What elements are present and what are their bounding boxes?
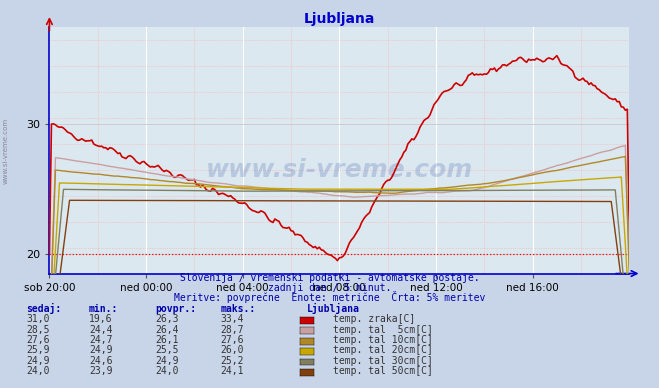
Text: temp. tal 10cm[C]: temp. tal 10cm[C] — [333, 335, 433, 345]
Text: zadnji dan / 5 minut.: zadnji dan / 5 minut. — [268, 283, 391, 293]
Text: 24,7: 24,7 — [89, 335, 113, 345]
Text: temp. zraka[C]: temp. zraka[C] — [333, 314, 415, 324]
Text: 24,1: 24,1 — [221, 366, 244, 376]
Text: 19,6: 19,6 — [89, 314, 113, 324]
Text: min.:: min.: — [89, 304, 119, 314]
Text: 26,0: 26,0 — [221, 345, 244, 355]
Text: temp. tal 20cm[C]: temp. tal 20cm[C] — [333, 345, 433, 355]
Text: 24,0: 24,0 — [26, 366, 50, 376]
Text: 25,2: 25,2 — [221, 356, 244, 366]
Text: 28,7: 28,7 — [221, 324, 244, 334]
Text: 24,0: 24,0 — [155, 366, 179, 376]
Text: temp. tal  5cm[C]: temp. tal 5cm[C] — [333, 324, 433, 334]
Text: Ljubljana: Ljubljana — [306, 303, 359, 314]
Text: www.si-vreme.com: www.si-vreme.com — [2, 118, 9, 184]
Text: 27,6: 27,6 — [221, 335, 244, 345]
Text: sedaj:: sedaj: — [26, 303, 61, 314]
Text: 31,0: 31,0 — [26, 314, 50, 324]
Text: 26,4: 26,4 — [155, 324, 179, 334]
Text: Slovenija / vremenski podatki - avtomatske postaje.: Slovenija / vremenski podatki - avtomats… — [180, 273, 479, 283]
Text: povpr.:: povpr.: — [155, 304, 196, 314]
Text: Meritve: povprečne  Enote: metrične  Črta: 5% meritev: Meritve: povprečne Enote: metrične Črta:… — [174, 291, 485, 303]
Text: 25,9: 25,9 — [26, 345, 50, 355]
Text: 24,6: 24,6 — [89, 356, 113, 366]
Text: 28,5: 28,5 — [26, 324, 50, 334]
Text: temp. tal 50cm[C]: temp. tal 50cm[C] — [333, 366, 433, 376]
Text: 33,4: 33,4 — [221, 314, 244, 324]
Text: 24,9: 24,9 — [89, 345, 113, 355]
Text: 24,4: 24,4 — [89, 324, 113, 334]
Text: 23,9: 23,9 — [89, 366, 113, 376]
Text: www.si-vreme.com: www.si-vreme.com — [206, 158, 473, 182]
Text: 25,5: 25,5 — [155, 345, 179, 355]
Text: 26,3: 26,3 — [155, 314, 179, 324]
Text: 24,9: 24,9 — [155, 356, 179, 366]
Text: 26,1: 26,1 — [155, 335, 179, 345]
Text: temp. tal 30cm[C]: temp. tal 30cm[C] — [333, 356, 433, 366]
Title: Ljubljana: Ljubljana — [304, 12, 375, 26]
Text: 27,6: 27,6 — [26, 335, 50, 345]
Text: 24,9: 24,9 — [26, 356, 50, 366]
Text: maks.:: maks.: — [221, 304, 256, 314]
